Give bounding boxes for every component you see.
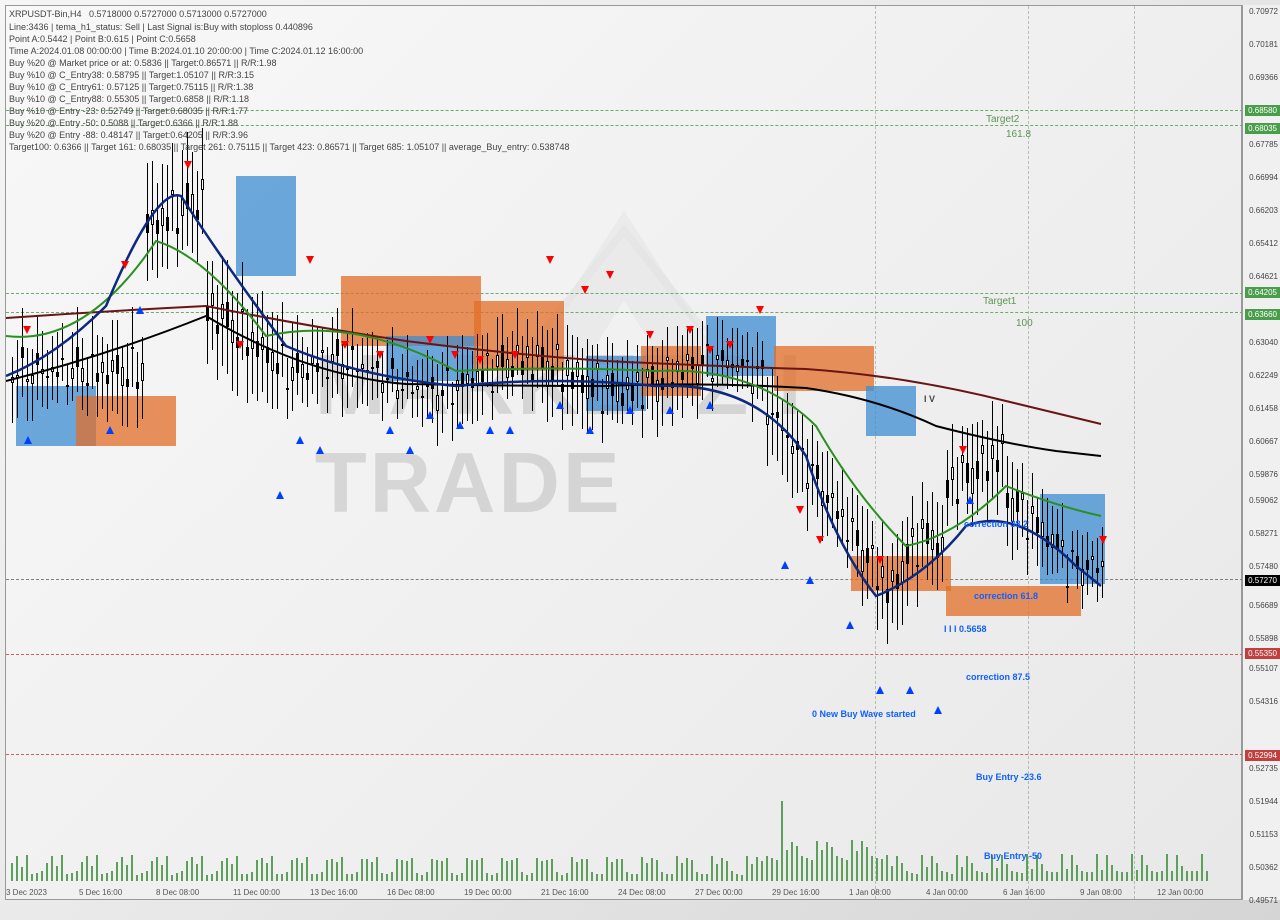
price-tick: 0.54316 (1249, 697, 1278, 706)
price-level-badge: 0.57270 (1245, 575, 1280, 586)
info-line: Buy %10 @ C_Entry61: 0.57125 || Target:0… (9, 82, 253, 92)
info-line: Buy %20 @ Market price or at: 0.5836 || … (9, 58, 276, 68)
price-tick: 0.49571 (1249, 896, 1278, 905)
chart-annotation: correction 61.8 (974, 591, 1038, 601)
price-tick: 0.62249 (1249, 371, 1278, 380)
chart-annotation: Buy Entry -50 (984, 851, 1042, 861)
time-tick: 8 Dec 08:00 (156, 888, 199, 897)
price-level-badge: 0.52994 (1245, 750, 1280, 761)
price-tick: 0.50362 (1249, 863, 1278, 872)
info-line: Line:3436 | tema_h1_status: Sell | Last … (9, 22, 313, 32)
time-tick: 21 Dec 16:00 (541, 888, 589, 897)
chart-area[interactable]: MARKETZ I TRADE XRPUSDT-Bin,H4 0.5718000… (5, 5, 1242, 900)
price-level-badge: 0.64205 (1245, 287, 1280, 298)
price-tick: 0.52735 (1249, 764, 1278, 773)
price-level-badge: 0.68035 (1245, 123, 1280, 134)
price-tick: 0.66994 (1249, 173, 1278, 182)
time-tick: 27 Dec 00:00 (695, 888, 743, 897)
time-tick: 5 Dec 16:00 (79, 888, 122, 897)
info-line: Point A:0.5442 | Point B:0.615 | Point C… (9, 34, 196, 44)
target-label: Target2 (986, 114, 1019, 125)
chart-annotation: correction 38.2 (964, 519, 1028, 529)
price-tick: 0.70972 (1249, 7, 1278, 16)
time-tick: 13 Dec 16:00 (310, 888, 358, 897)
symbol-title: XRPUSDT-Bin,H4 0.5718000 0.5727000 0.571… (9, 9, 267, 19)
target-label: 161.8 (1006, 129, 1031, 140)
price-level-badge: 0.55350 (1245, 648, 1280, 659)
time-tick: 19 Dec 00:00 (464, 888, 512, 897)
price-tick: 0.67785 (1249, 140, 1278, 149)
time-tick: 11 Dec 00:00 (233, 888, 280, 897)
time-tick: 9 Jan 08:00 (1080, 888, 1122, 897)
time-tick: 3 Dec 2023 (6, 888, 47, 897)
price-tick: 0.70181 (1249, 40, 1278, 49)
price-tick: 0.58271 (1249, 529, 1278, 538)
price-tick: 0.56689 (1249, 601, 1278, 610)
info-line: Buy %10 @ C_Entry88: 0.55305 || Target:0… (9, 94, 249, 104)
chart-annotation: I I I 0.5658 (944, 624, 987, 634)
info-line: Buy %20 @ Entry -50: 0.5088 || Target:0.… (9, 118, 238, 128)
info-line: Buy %10 @ Entry -23: 0.52749 || Target:0… (9, 106, 248, 116)
chart-annotation: correction 87.5 (966, 672, 1030, 682)
price-tick: 0.57480 (1249, 562, 1278, 571)
price-level-badge: 0.68580 (1245, 105, 1280, 116)
target-label: Target1 (983, 296, 1016, 307)
price-tick: 0.51944 (1249, 797, 1278, 806)
chart-annotation: I V (924, 394, 935, 404)
target-label: 100 (1016, 318, 1033, 329)
price-level-badge: 0.63660 (1245, 309, 1280, 320)
info-line: Target100: 0.6366 || Target 161: 0.68035… (9, 142, 569, 152)
price-tick: 0.66203 (1249, 206, 1278, 215)
info-line: Buy %10 @ C_Entry38: 0.58795 || Target:1… (9, 70, 254, 80)
info-line: Buy %20 @ Entry -88: 0.48147 || Target:0… (9, 130, 248, 140)
price-tick: 0.65412 (1249, 239, 1278, 248)
price-tick: 0.69366 (1249, 73, 1278, 82)
time-axis: 3 Dec 2023 5 Dec 16:00 8 Dec 08:00 11 Dec 0… (6, 881, 1241, 899)
price-tick: 0.55898 (1249, 634, 1278, 643)
chart-annotation: Buy Entry -23.6 (976, 772, 1042, 782)
time-tick: 4 Jan 00:00 (926, 888, 968, 897)
ma-lines (6, 6, 1243, 901)
time-tick: 16 Dec 08:00 (387, 888, 435, 897)
time-tick: 29 Dec 16:00 (772, 888, 820, 897)
info-line: Time A:2024.01.08 00:00:00 | Time B:2024… (9, 46, 363, 56)
price-tick: 0.61458 (1249, 404, 1278, 413)
time-tick: 24 Dec 08:00 (618, 888, 666, 897)
time-tick: 6 Jan 16:00 (1003, 888, 1045, 897)
price-tick: 0.64621 (1249, 272, 1278, 281)
time-tick: 12 Jan 00:00 (1157, 888, 1203, 897)
time-tick: 1 Jan 08:00 (849, 888, 891, 897)
price-tick: 0.51153 (1250, 830, 1278, 839)
price-tick: 0.60667 (1249, 437, 1278, 446)
price-tick: 0.55107 (1249, 664, 1278, 673)
chart-annotation: 0 New Buy Wave started (812, 709, 916, 719)
price-tick: 0.59876 (1249, 470, 1278, 479)
price-tick: 0.59062 (1249, 496, 1278, 505)
price-scale: 0.70972 0.70181 0.69366 0.67785 0.66994 0.662… (1242, 5, 1280, 900)
price-tick: 0.63040 (1249, 338, 1278, 347)
